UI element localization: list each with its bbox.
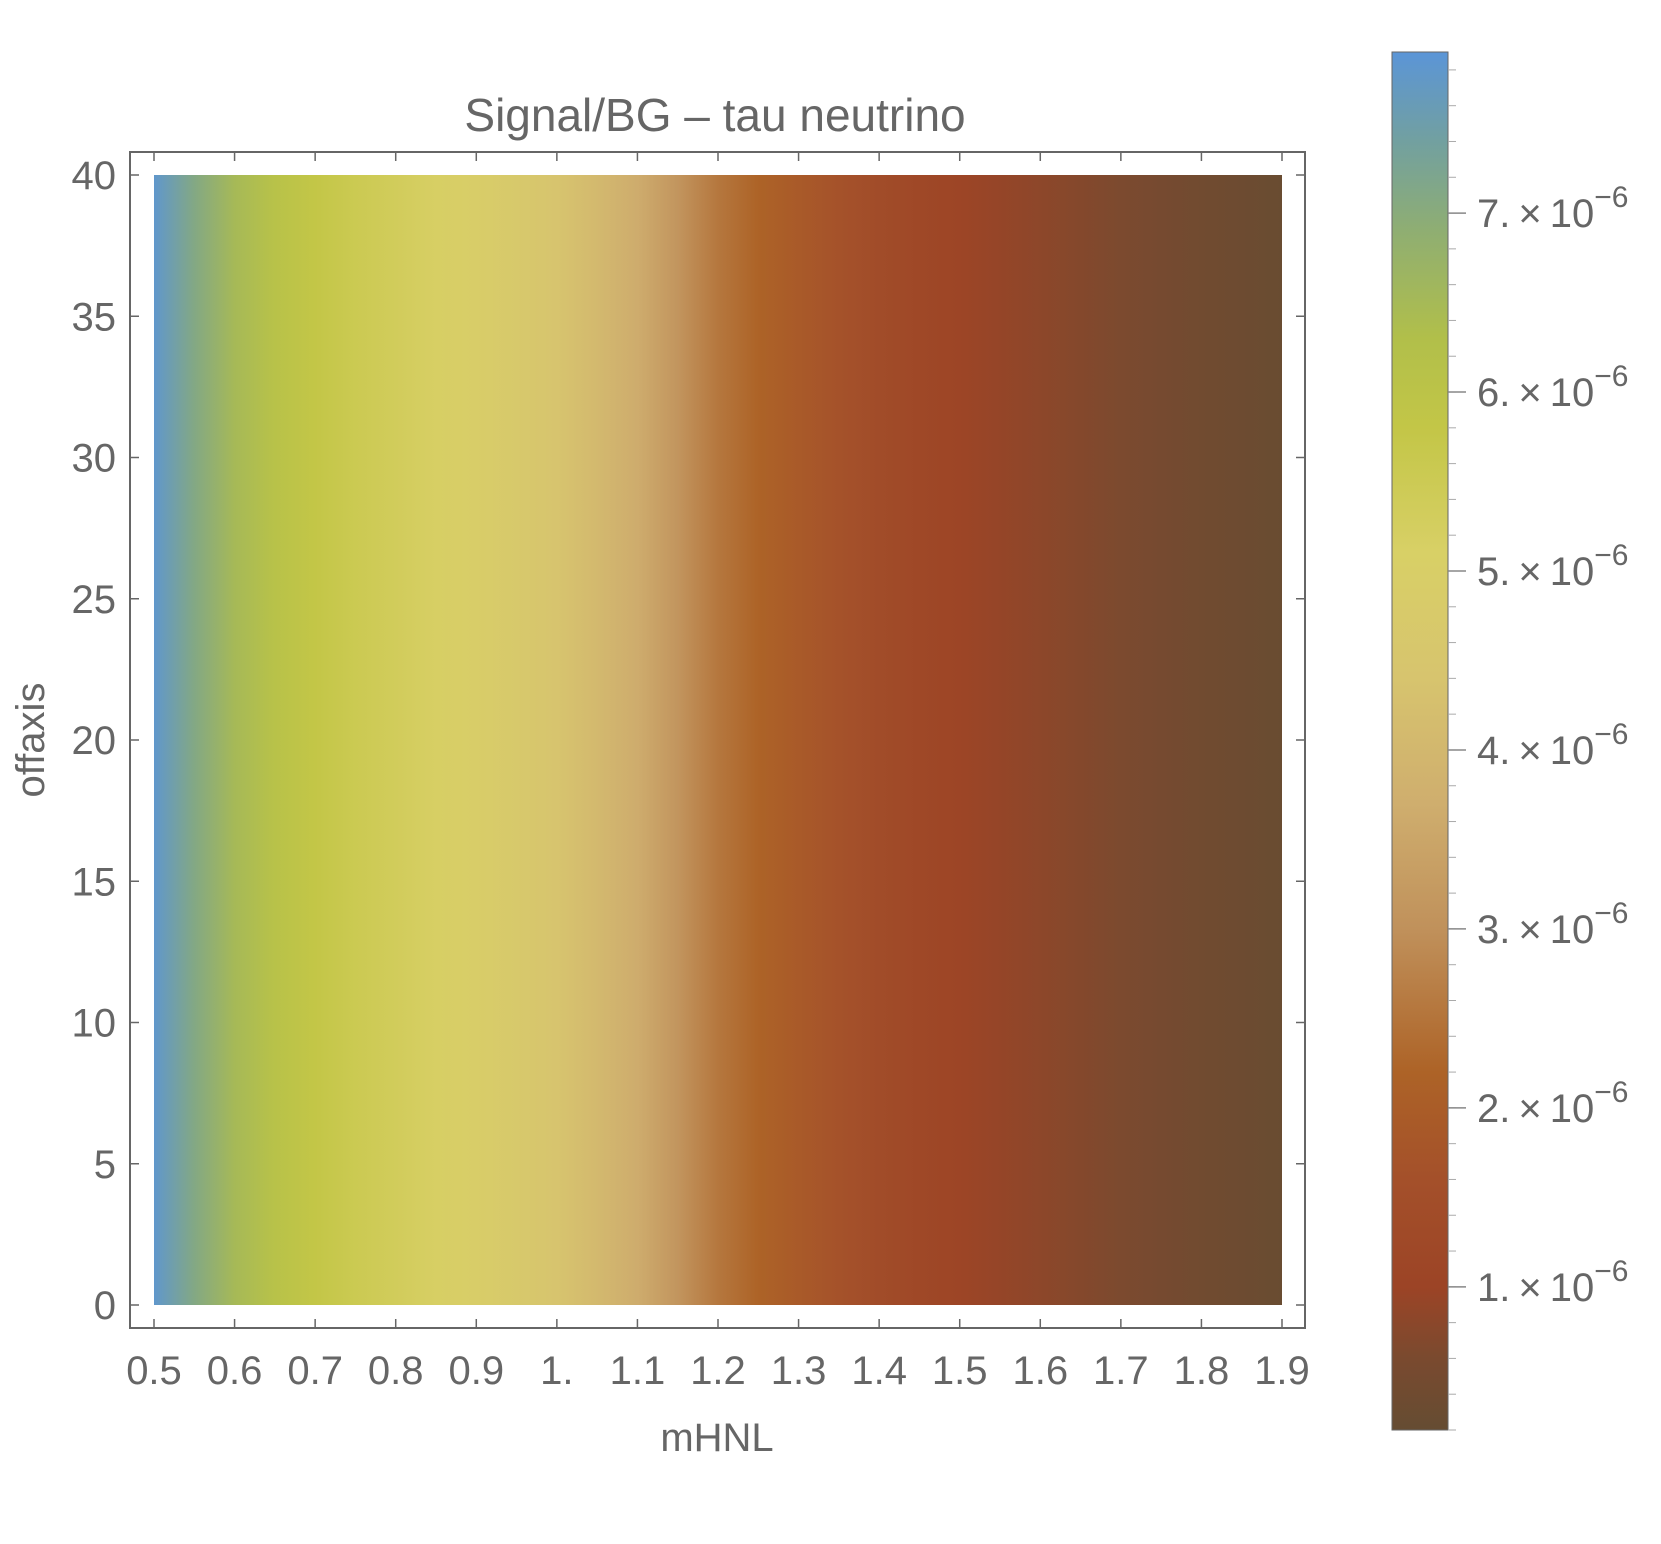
y-axis-ticks: 0 5 10 15 20 25 30 35 40 (72, 154, 1305, 1328)
y-tick-label: 0 (94, 1284, 116, 1328)
colorbar-tick-label: 6. × 10−6 (1477, 360, 1628, 415)
colorbar-tick-label: 7. × 10−6 (1477, 181, 1628, 236)
colorbar-tick-label: 1. × 10−6 (1477, 1255, 1628, 1310)
x-tick-label: 1.2 (690, 1349, 746, 1393)
colorbar-tick-label: 4. × 10−6 (1477, 718, 1628, 773)
x-tick-label: 0.5 (126, 1349, 182, 1393)
x-tick-label: 1.5 (932, 1349, 988, 1393)
x-tick-label: 0.7 (287, 1349, 343, 1393)
colorbar-ticks: 1. × 10−6 2. × 10−6 3. × 10−6 4. × 10−6 5. ×… (1448, 69, 1628, 1431)
y-tick-label: 35 (72, 295, 117, 339)
colorbar-tick-label: 2. × 10−6 (1477, 1076, 1628, 1131)
colorbar (1391, 51, 1449, 1431)
x-axis-label: mHNL (660, 1416, 773, 1460)
x-tick-label: 1.8 (1174, 1349, 1230, 1393)
x-tick-label: 1.4 (851, 1349, 907, 1393)
y-axis-label: offaxis (9, 683, 53, 798)
x-tick-label: 1.7 (1093, 1349, 1149, 1393)
x-tick-label: 0.8 (368, 1349, 424, 1393)
y-tick-label: 10 (72, 1002, 117, 1046)
y-tick-label: 5 (94, 1143, 116, 1187)
x-tick-label: 0.6 (207, 1349, 263, 1393)
colorbar-tick-label: 3. × 10−6 (1477, 897, 1628, 952)
x-axis-ticks: 0.5 0.6 0.7 0.8 0.9 1. 1.1 1.2 1.3 1.4 1.5 1.6 1.7 1.… (126, 152, 1310, 1393)
y-tick-label: 20 (72, 719, 117, 763)
x-tick-label: 1.9 (1254, 1349, 1310, 1393)
y-tick-label: 30 (72, 437, 117, 481)
heatmap-field (154, 175, 1282, 1305)
y-tick-label: 25 (72, 578, 117, 622)
x-tick-label: 1.3 (771, 1349, 827, 1393)
colorbar-tick-label: 5. × 10−6 (1477, 539, 1628, 594)
x-tick-label: 0.9 (448, 1349, 504, 1393)
x-tick-label: 1.1 (610, 1349, 666, 1393)
y-tick-label: 40 (72, 154, 117, 198)
chart-title: Signal/BG – tau neutrino (464, 89, 965, 141)
x-tick-label: 1.6 (1012, 1349, 1068, 1393)
x-tick-label: 1. (540, 1349, 573, 1393)
y-tick-label: 15 (72, 860, 117, 904)
